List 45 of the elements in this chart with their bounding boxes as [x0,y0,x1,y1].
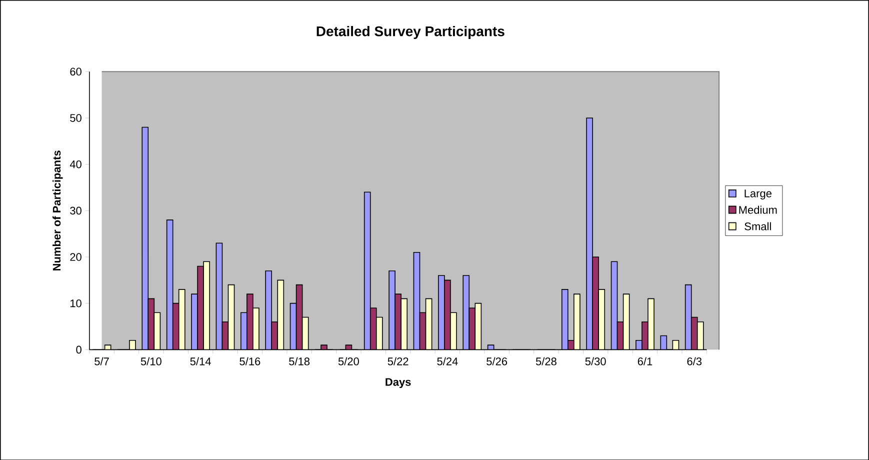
y-tick-label: 10 [70,299,82,307]
x-tick-label: 5/30 [585,356,606,366]
bar [684,284,692,350]
x-tick-label: 5/28 [536,356,556,366]
bar [166,220,173,350]
bar [623,294,630,350]
y-tick-label: 30 [70,206,82,214]
chart-title: Detailed Survey Participants [316,26,504,39]
y-tick-label: 20 [70,252,82,261]
bar [426,298,432,350]
bar [148,298,154,350]
bar [475,303,482,350]
bar [420,312,426,350]
bar [290,303,296,350]
bar [296,284,302,350]
legend-label: Large [744,189,772,200]
x-tick-label: 5/16 [240,356,260,366]
x-tick-label: 5/20 [338,356,359,366]
legend-label: Medium [739,205,777,214]
bar [278,280,284,350]
bar [302,317,308,350]
x-tick-label: 5/18 [289,356,310,366]
bar [216,242,222,350]
bar [611,261,618,350]
bar [154,312,160,350]
bar [414,252,420,350]
y-tick-label: 40 [70,160,82,168]
bar [172,303,179,350]
legend-label: Small [744,222,771,230]
x-tick-label: 5/7 [94,356,109,366]
x-tick-label: 6/3 [687,356,702,366]
x-tick-label: 5/26 [486,356,508,366]
x-tick-label: 5/10 [140,356,162,366]
y-tick-label: 50 [70,114,82,122]
bar [142,127,148,350]
x-axis-title: Days [386,378,411,388]
bar [228,284,234,350]
x-tick-label: 6/1 [638,356,652,366]
x-tick-label: 5/22 [388,356,408,366]
y-tick-label: 0 [76,346,82,354]
y-axis-title: Number of Participants [52,150,63,270]
y-tick-label: 60 [70,68,82,76]
x-tick-label: 5/24 [437,356,458,366]
x-tick-label: 5/14 [190,356,211,366]
bar [469,308,476,350]
